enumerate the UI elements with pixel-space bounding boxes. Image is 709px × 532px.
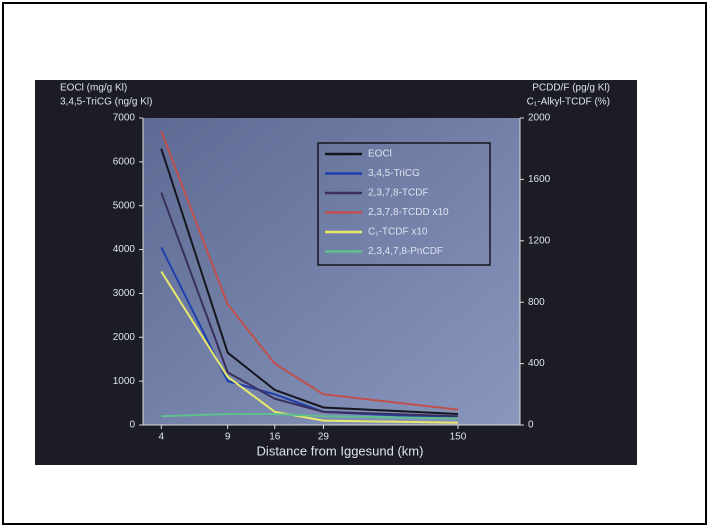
y2-tick-label: 2000 <box>528 113 551 124</box>
legend-label: 2,3,7,8-TCDD x10 <box>368 207 449 218</box>
legend-label: C₁-TCDF x10 <box>368 227 428 238</box>
y2-tick-label: 0 <box>528 420 534 431</box>
y-tick-label: 0 <box>129 420 135 431</box>
y-tick-label: 1000 <box>113 376 136 387</box>
legend-label: 2,3,7,8-TCDF <box>368 188 429 199</box>
y-tick-label: 7000 <box>113 113 136 124</box>
y-axis-label: 3,4,5-TriCG (ng/g Kl) <box>60 97 152 108</box>
y-tick-label: 6000 <box>113 156 136 167</box>
y2-tick-label: 1200 <box>528 235 551 246</box>
x-tick-label: 4 <box>158 432 164 443</box>
plot-area <box>143 118 520 425</box>
y2-tick-label: 1600 <box>528 174 551 185</box>
x-tick-label: 150 <box>450 432 467 443</box>
y2-tick-label: 800 <box>528 297 545 308</box>
legend-label: 2,3,4,7,8-PnCDF <box>368 246 443 257</box>
y-tick-label: 3000 <box>113 288 136 299</box>
x-tick-label: 29 <box>318 432 330 443</box>
y2-axis-label: C₁-Alkyl-TCDF (%) <box>527 97 610 108</box>
y-tick-label: 5000 <box>113 200 136 211</box>
x-axis-label: Distance from Iggesund (km) <box>257 443 424 458</box>
x-tick-label: 9 <box>225 432 231 443</box>
slide: EOCl (mg/g Kl) 3,4,5-TriCG (ng/g Kl) PCD… <box>0 0 709 527</box>
y-tick-label: 2000 <box>113 332 136 343</box>
legend-label: 3,4,5-TriCG <box>368 168 420 179</box>
y-tick-label: 4000 <box>113 244 136 255</box>
x-tick-label: 16 <box>269 432 281 443</box>
y2-axis-label: PCDD/F (pg/g Kl) <box>532 83 610 94</box>
y2-tick-label: 400 <box>528 358 545 369</box>
legend-label: EOCl <box>368 149 392 160</box>
y-axis-label: EOCl (mg/g Kl) <box>60 83 127 94</box>
